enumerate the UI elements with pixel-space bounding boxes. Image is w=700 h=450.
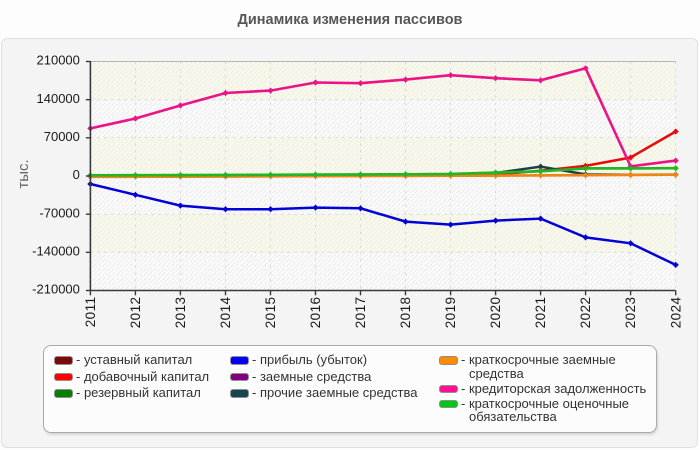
svg-text:2018: 2018 (398, 297, 413, 329)
svg-text:2024: 2024 (668, 297, 683, 329)
svg-text:2020: 2020 (488, 297, 503, 329)
svg-text:тыс.: тыс. (15, 159, 32, 188)
svg-text:2013: 2013 (173, 297, 188, 329)
svg-text:2016: 2016 (308, 297, 323, 329)
svg-text:-210000: -210000 (32, 282, 80, 297)
svg-text:2023: 2023 (623, 297, 638, 329)
svg-text:2014: 2014 (218, 297, 233, 329)
svg-text:2022: 2022 (578, 297, 593, 329)
svg-text:-140000: -140000 (32, 243, 80, 258)
svg-text:2021: 2021 (533, 297, 548, 329)
svg-text:140000: 140000 (37, 91, 80, 106)
svg-text:2017: 2017 (353, 297, 368, 329)
svg-text:-70000: -70000 (39, 205, 79, 220)
svg-text:2019: 2019 (443, 297, 458, 329)
svg-text:0: 0 (73, 167, 80, 182)
svg-text:210000: 210000 (37, 53, 80, 68)
svg-text:2012: 2012 (128, 297, 143, 329)
svg-text:2015: 2015 (263, 297, 278, 329)
svg-text:70000: 70000 (44, 129, 80, 144)
svg-text:2011: 2011 (83, 297, 98, 328)
